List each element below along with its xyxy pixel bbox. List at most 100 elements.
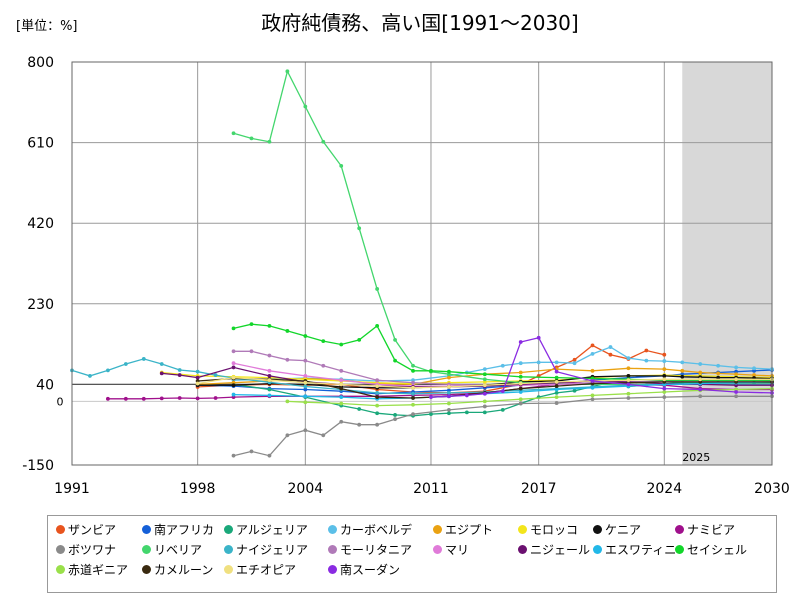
legend-swatch [675, 525, 684, 534]
data-point [644, 358, 649, 363]
data-point [177, 396, 182, 400]
data-point [411, 391, 415, 396]
legend-item: エジプト [433, 523, 493, 537]
data-point [249, 349, 254, 354]
data-point [357, 407, 362, 411]
data-point [662, 390, 667, 394]
data-point [482, 391, 487, 396]
data-point [608, 345, 613, 349]
data-point [447, 390, 451, 395]
data-point [321, 363, 326, 368]
data-point [375, 411, 380, 416]
legend-label: ザンビア [68, 523, 117, 537]
data-point [500, 407, 505, 412]
data-point [339, 386, 344, 391]
legend-item: 赤道ギニア [56, 563, 128, 577]
data-point [303, 384, 308, 389]
y-axis-ticks: 800 610 420 230 40 -150 [22, 55, 54, 474]
data-point [411, 380, 415, 385]
x-tick-label: 2011 [413, 481, 449, 497]
chart-canvas: 政府純債務、高い国[1991～2030] [単位：%] 1991 1998 2004… [16, 11, 790, 497]
data-point [554, 375, 559, 380]
data-point [123, 362, 128, 366]
data-point [590, 397, 595, 402]
data-point [447, 401, 451, 406]
y-tick-label: -150 [22, 458, 54, 474]
data-point [195, 369, 200, 374]
legend-item: セイシェル [675, 543, 747, 557]
data-point [626, 382, 631, 387]
data-point [518, 361, 523, 366]
data-point [177, 373, 182, 377]
data-point [231, 392, 236, 397]
legend-item: ニジェール [518, 543, 590, 557]
data-point [339, 342, 344, 347]
data-point [303, 387, 308, 392]
series-line [233, 381, 772, 417]
legend-swatch [593, 525, 602, 534]
data-point [518, 390, 523, 394]
data-point [734, 365, 739, 370]
data-point [536, 360, 541, 365]
data-point [303, 374, 308, 378]
x-tick-label: 1991 [54, 481, 90, 497]
data-point [464, 393, 469, 398]
data-point [680, 374, 685, 379]
data-point [536, 335, 541, 340]
legend-item: ケニア [593, 523, 641, 537]
legend-swatch [328, 565, 337, 574]
legend-item: リベリア [142, 543, 202, 557]
data-point [429, 368, 433, 373]
data-point [195, 396, 200, 401]
data-point [231, 349, 236, 354]
data-point [608, 352, 613, 357]
data-point [662, 359, 667, 363]
data-point [482, 372, 487, 377]
series-line [197, 344, 665, 394]
data-point [698, 394, 703, 399]
data-point [285, 433, 290, 438]
data-point [105, 368, 110, 373]
data-point [590, 393, 595, 398]
data-point [375, 390, 380, 395]
data-point [267, 368, 272, 373]
legend-item: カメルーン [142, 563, 213, 577]
data-point [285, 69, 290, 74]
data-point [375, 422, 380, 427]
data-point [357, 337, 362, 342]
legend-swatch [328, 545, 337, 554]
data-point [482, 367, 487, 372]
data-point [698, 377, 703, 382]
unit-label: [単位：%] [16, 18, 78, 34]
data-point [393, 417, 397, 422]
legend-swatch [56, 565, 65, 574]
series-17 [285, 386, 774, 408]
legend-item: ナイジェリア [224, 543, 308, 557]
data-point [231, 326, 236, 331]
data-point [321, 139, 326, 144]
x-tick-label: 2017 [521, 481, 557, 497]
y-tick-label: 40 [36, 377, 54, 393]
data-point [249, 322, 254, 327]
legend-swatch [224, 525, 233, 534]
legend-item: カーボベルデ [328, 523, 412, 537]
legend-swatch [675, 545, 684, 554]
data-point [518, 401, 523, 406]
legend-label: 南アフリカ [154, 523, 215, 537]
legend-item: ボツワナ [56, 543, 116, 557]
series-line [430, 336, 773, 398]
legend-swatch [224, 545, 233, 554]
data-point [500, 363, 505, 368]
data-point [554, 387, 559, 392]
data-point [339, 164, 344, 168]
data-point [357, 422, 362, 427]
data-point [626, 356, 631, 360]
data-point [267, 323, 272, 328]
data-point [339, 368, 344, 373]
data-point [482, 410, 487, 415]
data-point [411, 412, 415, 416]
data-point [572, 361, 577, 366]
data-point [303, 380, 308, 385]
data-point [231, 453, 236, 458]
data-point [716, 371, 721, 376]
